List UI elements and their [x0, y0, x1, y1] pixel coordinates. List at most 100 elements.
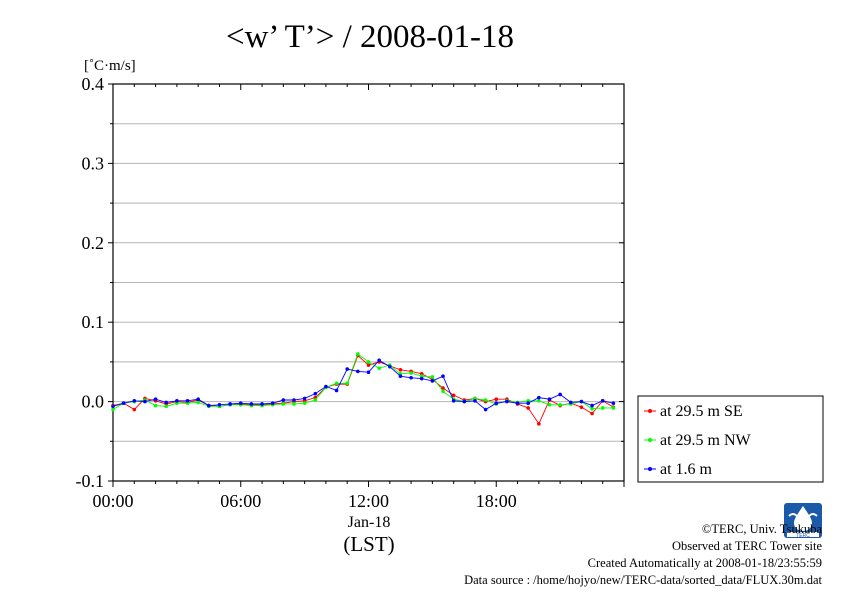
legend-label: at 29.5 m NW: [660, 432, 752, 449]
data-point: [537, 395, 541, 400]
data-point: [281, 398, 286, 402]
data-point: [537, 422, 541, 426]
data-point: [313, 398, 318, 402]
data-point: [302, 396, 307, 401]
data-point: [473, 399, 477, 403]
data-point: [313, 391, 318, 396]
legend: at 29.5 m SE at 29.5 m NW at 1.6 m: [644, 403, 752, 478]
data-point: [409, 371, 413, 375]
legend-marker: [648, 467, 652, 471]
data-point: [579, 399, 584, 404]
data-point: [387, 364, 392, 369]
data-point: [409, 375, 413, 380]
data-point: [537, 399, 541, 403]
data-point: [441, 386, 445, 390]
data-point: [398, 368, 403, 372]
data-point: [366, 363, 371, 367]
data-point: [153, 403, 158, 408]
data-point: [430, 379, 435, 383]
data-point: [600, 399, 605, 403]
data-point: [611, 406, 616, 410]
y-axis: -0.1 0.0 0.1 0.2 0.3 0.4: [76, 74, 624, 491]
data-point: [590, 403, 594, 408]
x-tick-label: 00:00: [92, 491, 133, 511]
data-point: [547, 397, 552, 402]
data-point: [356, 352, 360, 356]
y-tick-label: 0.1: [82, 312, 105, 332]
data-point: [132, 407, 137, 412]
data-point: [526, 406, 530, 410]
footer-created: Created Automatically at 2008-01-18/23:5…: [588, 556, 822, 570]
data-point: [302, 401, 307, 405]
data-point: [366, 360, 371, 364]
x-tick-label: 06:00: [220, 491, 261, 511]
data-point: [270, 401, 275, 405]
series-line: [112, 354, 614, 425]
data-point: [196, 397, 200, 402]
data-point: [111, 407, 115, 412]
data-point: [590, 411, 594, 416]
grid-lines: [113, 123, 624, 442]
data-point: [292, 398, 296, 402]
data-point: [430, 375, 435, 379]
x-axis-title: (LST): [343, 532, 394, 556]
data-point: [164, 400, 169, 405]
data-point: [111, 404, 115, 409]
chart-title: <w’ T’> / 2008-01-18: [226, 19, 514, 55]
footer-source: Data source : /home/hojyo/new/TERC-data/…: [464, 573, 822, 587]
footer-copyright: ©TERC, Univ. Tsukuba: [702, 522, 823, 536]
x-axis: 00:00 06:00 12:00 18:00: [92, 84, 625, 511]
terc-logo: TERC: [784, 503, 822, 539]
data-point: [356, 369, 360, 374]
legend-marker: [648, 438, 652, 442]
y-axis-unit: [˚C·m/s]: [84, 58, 136, 74]
data-point: [441, 389, 445, 394]
data-point: [600, 406, 605, 410]
footer-observed: Observed at TERC Tower site: [672, 539, 822, 553]
data-point: [515, 401, 520, 405]
data-point: [462, 399, 467, 404]
data-point: [526, 401, 530, 405]
data-point: [334, 381, 339, 386]
data-point: [505, 399, 509, 404]
data-point: [398, 374, 403, 378]
legend-box: [637, 395, 824, 483]
data-point: [121, 401, 126, 405]
data-point: [590, 406, 594, 411]
data-point: [281, 402, 286, 406]
data-point: [164, 404, 169, 409]
data-point: [558, 402, 562, 407]
data-point: [483, 398, 488, 402]
data-point: [419, 376, 424, 381]
y-tick-label: 0.0: [82, 392, 105, 412]
data-point: [175, 399, 179, 403]
data-point: [334, 388, 339, 393]
data-point: [249, 402, 254, 406]
data-point: [441, 374, 445, 378]
legend-label: at 29.5 m SE: [660, 403, 743, 420]
series-layer: [111, 352, 616, 426]
data-point: [451, 399, 456, 403]
data-point: [568, 400, 573, 405]
data-point: [494, 397, 499, 402]
data-point: [324, 384, 328, 389]
y-tick-label: 0.3: [82, 153, 105, 173]
y-tick-label: 0.4: [82, 74, 105, 94]
data-point: [153, 397, 158, 402]
x-tick-label: 18:00: [476, 491, 517, 511]
y-tick-label: 0.2: [82, 233, 105, 253]
data-point: [377, 358, 381, 363]
x-tick-label: 12:00: [348, 491, 389, 511]
data-point: [366, 370, 371, 375]
data-point: [292, 402, 296, 406]
data-point: [260, 402, 264, 406]
data-point: [238, 401, 243, 405]
data-point: [451, 393, 456, 398]
data-point: [132, 399, 137, 403]
data-point: [143, 399, 147, 404]
x-axis-date: Jan-18: [348, 514, 391, 531]
data-point: [483, 407, 488, 412]
svg-text:TERC: TERC: [796, 533, 810, 539]
data-point: [228, 402, 232, 406]
